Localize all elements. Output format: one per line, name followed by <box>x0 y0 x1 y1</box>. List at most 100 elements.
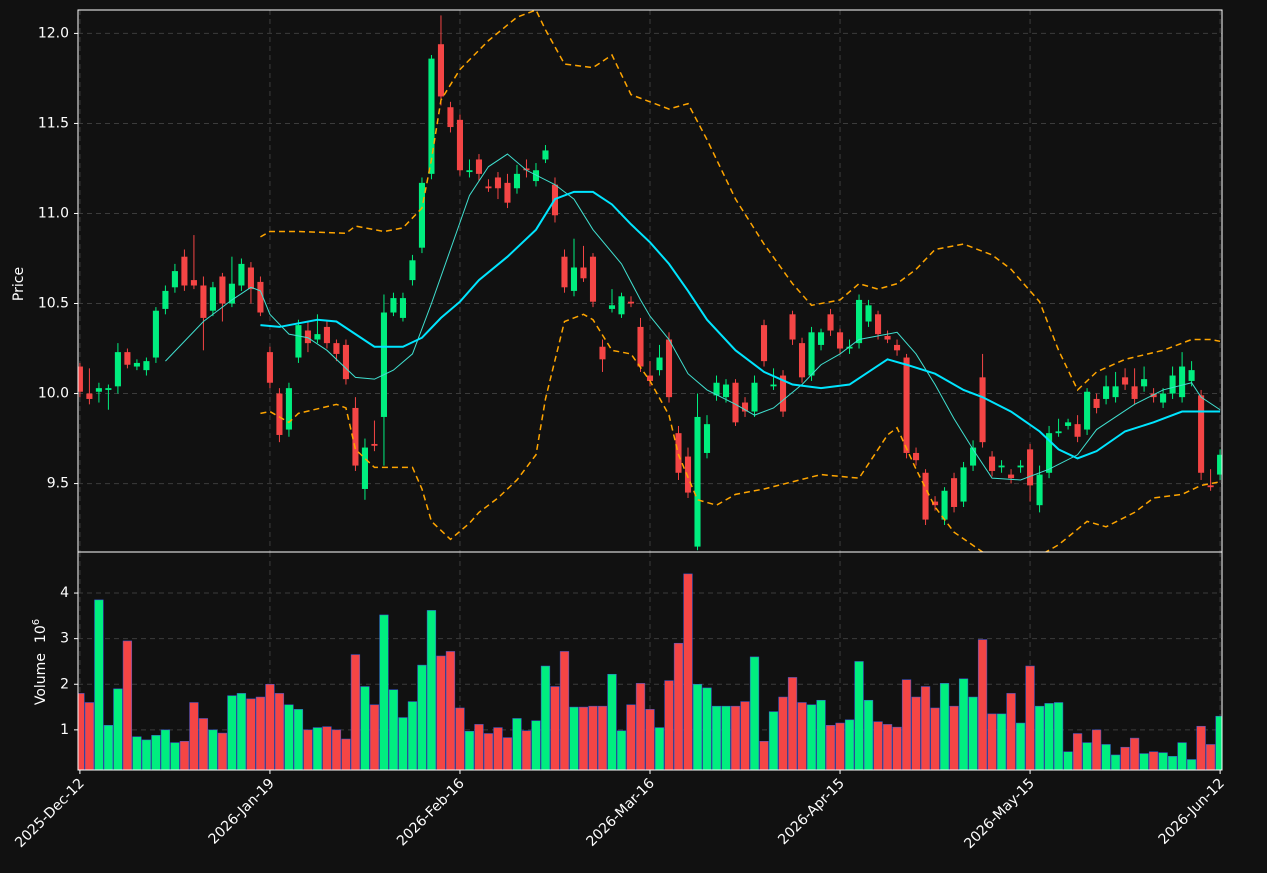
volume-bar <box>806 704 817 770</box>
volume-bar <box>312 727 323 770</box>
volume-bar <box>692 684 703 770</box>
candle-body <box>523 168 530 171</box>
candle-body <box>951 478 958 507</box>
volume-tick-label: 1 <box>60 722 69 738</box>
volume-bar <box>84 702 95 770</box>
candle-body <box>1217 454 1222 475</box>
volume-bar <box>825 725 836 770</box>
volume-bar <box>654 727 665 770</box>
volume-bar <box>835 722 845 770</box>
price-tick-label: 10.5 <box>38 296 69 312</box>
candle-body <box>599 346 606 360</box>
volume-bar <box>293 709 304 770</box>
volume-bar <box>265 684 275 770</box>
volume-bar <box>816 699 826 770</box>
candle-body <box>247 267 254 290</box>
volume-bar <box>949 705 959 770</box>
candle-body <box>485 186 492 189</box>
volume-bar <box>996 713 1007 770</box>
candle-body <box>1198 395 1205 473</box>
candle-body <box>1122 377 1129 385</box>
candle-body <box>409 260 416 281</box>
candle-body <box>941 490 948 520</box>
candle-body <box>228 283 235 304</box>
candle-body <box>770 384 777 387</box>
candle-body <box>133 362 140 367</box>
volume-bar <box>1139 753 1149 770</box>
candle-body <box>143 361 150 371</box>
candle-body <box>713 382 720 396</box>
volume-bar <box>179 741 190 770</box>
candle-body <box>703 424 711 453</box>
volume-bar <box>445 651 456 770</box>
volume-bar <box>673 642 684 770</box>
candle-body <box>1084 391 1091 430</box>
candle-body <box>1093 398 1100 408</box>
candle-body <box>1103 386 1110 399</box>
volume-bar <box>284 704 294 770</box>
volume-bar <box>958 678 969 770</box>
volume-bar <box>341 738 351 770</box>
candle-body <box>884 335 891 340</box>
candle-body <box>304 330 311 344</box>
volume-bar <box>1082 742 1092 770</box>
candle-body <box>817 332 825 345</box>
candle-body <box>124 352 131 365</box>
candle-body <box>257 281 264 313</box>
candle-body <box>323 326 330 344</box>
candle-body <box>608 305 616 309</box>
candle-body <box>665 339 673 398</box>
volume-bar <box>189 702 199 770</box>
volume-bar <box>1101 744 1111 770</box>
candle-body <box>152 310 159 358</box>
candle-body <box>456 119 464 171</box>
candle-body <box>1169 375 1176 394</box>
volume-bar <box>103 725 114 770</box>
volume-bar <box>711 705 722 770</box>
candle-body <box>932 501 939 506</box>
volume-bar <box>407 701 418 770</box>
volume-bar <box>664 680 674 770</box>
candle-body <box>741 402 749 412</box>
volume-bar <box>331 729 342 770</box>
volume-bar <box>360 686 370 770</box>
candle-body <box>314 334 321 340</box>
candle-body <box>266 352 273 383</box>
volume-bar <box>464 730 475 770</box>
candle-body <box>722 384 730 398</box>
volume-bar <box>977 639 988 770</box>
volume-bar <box>493 727 503 770</box>
volume-bar <box>455 707 465 770</box>
candle-body <box>922 472 929 520</box>
volume-bar <box>1158 752 1168 770</box>
volume-bar <box>474 724 484 770</box>
volume-bar <box>1025 665 1035 770</box>
candle-body <box>865 305 872 322</box>
volume-bar <box>740 701 750 770</box>
volume-bar <box>426 610 437 770</box>
volume-bar <box>227 695 237 770</box>
candle-body <box>447 107 454 128</box>
candle-body <box>1074 424 1081 437</box>
volume-bar <box>1196 725 1206 770</box>
volume-panel <box>78 573 1222 770</box>
candle-body <box>504 182 511 203</box>
volume-bar <box>559 651 570 770</box>
candle-body <box>827 314 834 331</box>
volume-bar <box>417 664 427 770</box>
candle-body <box>333 343 340 354</box>
volume-bar <box>521 730 532 770</box>
volume-bar <box>597 705 608 770</box>
candle-body <box>380 312 387 417</box>
price-tick-label: 10.0 <box>38 386 69 402</box>
volume-bar <box>702 687 712 770</box>
candle-body <box>285 388 292 430</box>
volume-bar <box>645 709 655 770</box>
candle-body <box>1188 370 1195 381</box>
volume-bar <box>882 724 893 770</box>
volume-bar <box>141 739 152 770</box>
volume-bar <box>483 733 494 770</box>
candle-body <box>390 298 397 313</box>
volume-bar <box>569 706 579 770</box>
